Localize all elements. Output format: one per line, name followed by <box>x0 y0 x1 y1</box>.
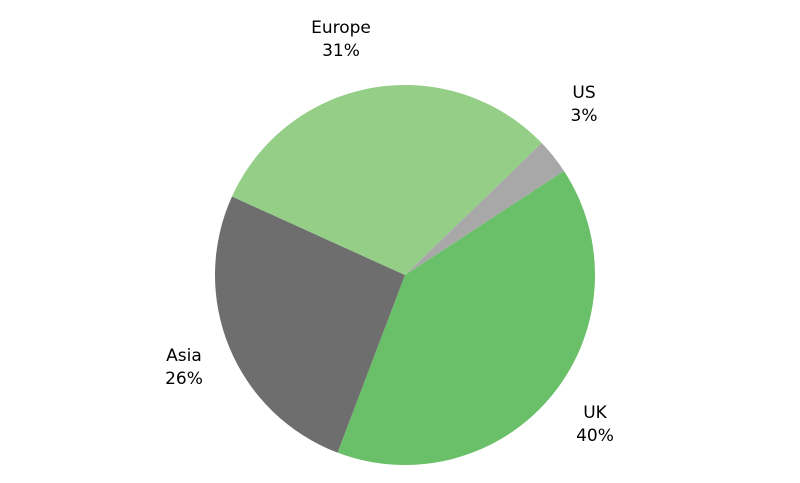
slice-name-uk: UK <box>583 403 607 424</box>
slice-label-uk: UK 40% <box>576 402 614 448</box>
slice-percent-uk: 40% <box>576 426 614 446</box>
pie-slice-europe <box>231 85 542 275</box>
slice-label-us: US 3% <box>571 82 598 128</box>
pie-slice-asia <box>215 196 405 453</box>
slice-percent-us: 3% <box>570 106 598 126</box>
slice-name-europe: Europe <box>311 18 371 39</box>
slice-percent-asia: 26% <box>165 369 203 389</box>
pie-slice-us <box>405 143 564 275</box>
slice-name-us: US <box>572 83 596 104</box>
slice-name-asia: Asia <box>166 346 202 367</box>
pie-slice-uk <box>337 170 596 466</box>
slice-label-europe: Europe 31% <box>311 17 371 63</box>
slice-label-asia: Asia 26% <box>165 345 203 391</box>
slice-percent-europe: 31% <box>322 41 360 61</box>
